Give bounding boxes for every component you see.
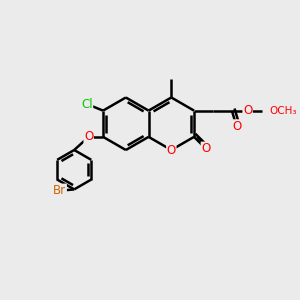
Text: O: O bbox=[167, 143, 176, 157]
Text: O: O bbox=[243, 104, 252, 117]
Text: O: O bbox=[232, 120, 241, 133]
Text: OCH₃: OCH₃ bbox=[269, 106, 297, 116]
Text: Cl: Cl bbox=[81, 98, 93, 111]
Text: O: O bbox=[84, 130, 93, 143]
Text: O: O bbox=[201, 142, 211, 155]
Text: Br: Br bbox=[53, 184, 66, 197]
